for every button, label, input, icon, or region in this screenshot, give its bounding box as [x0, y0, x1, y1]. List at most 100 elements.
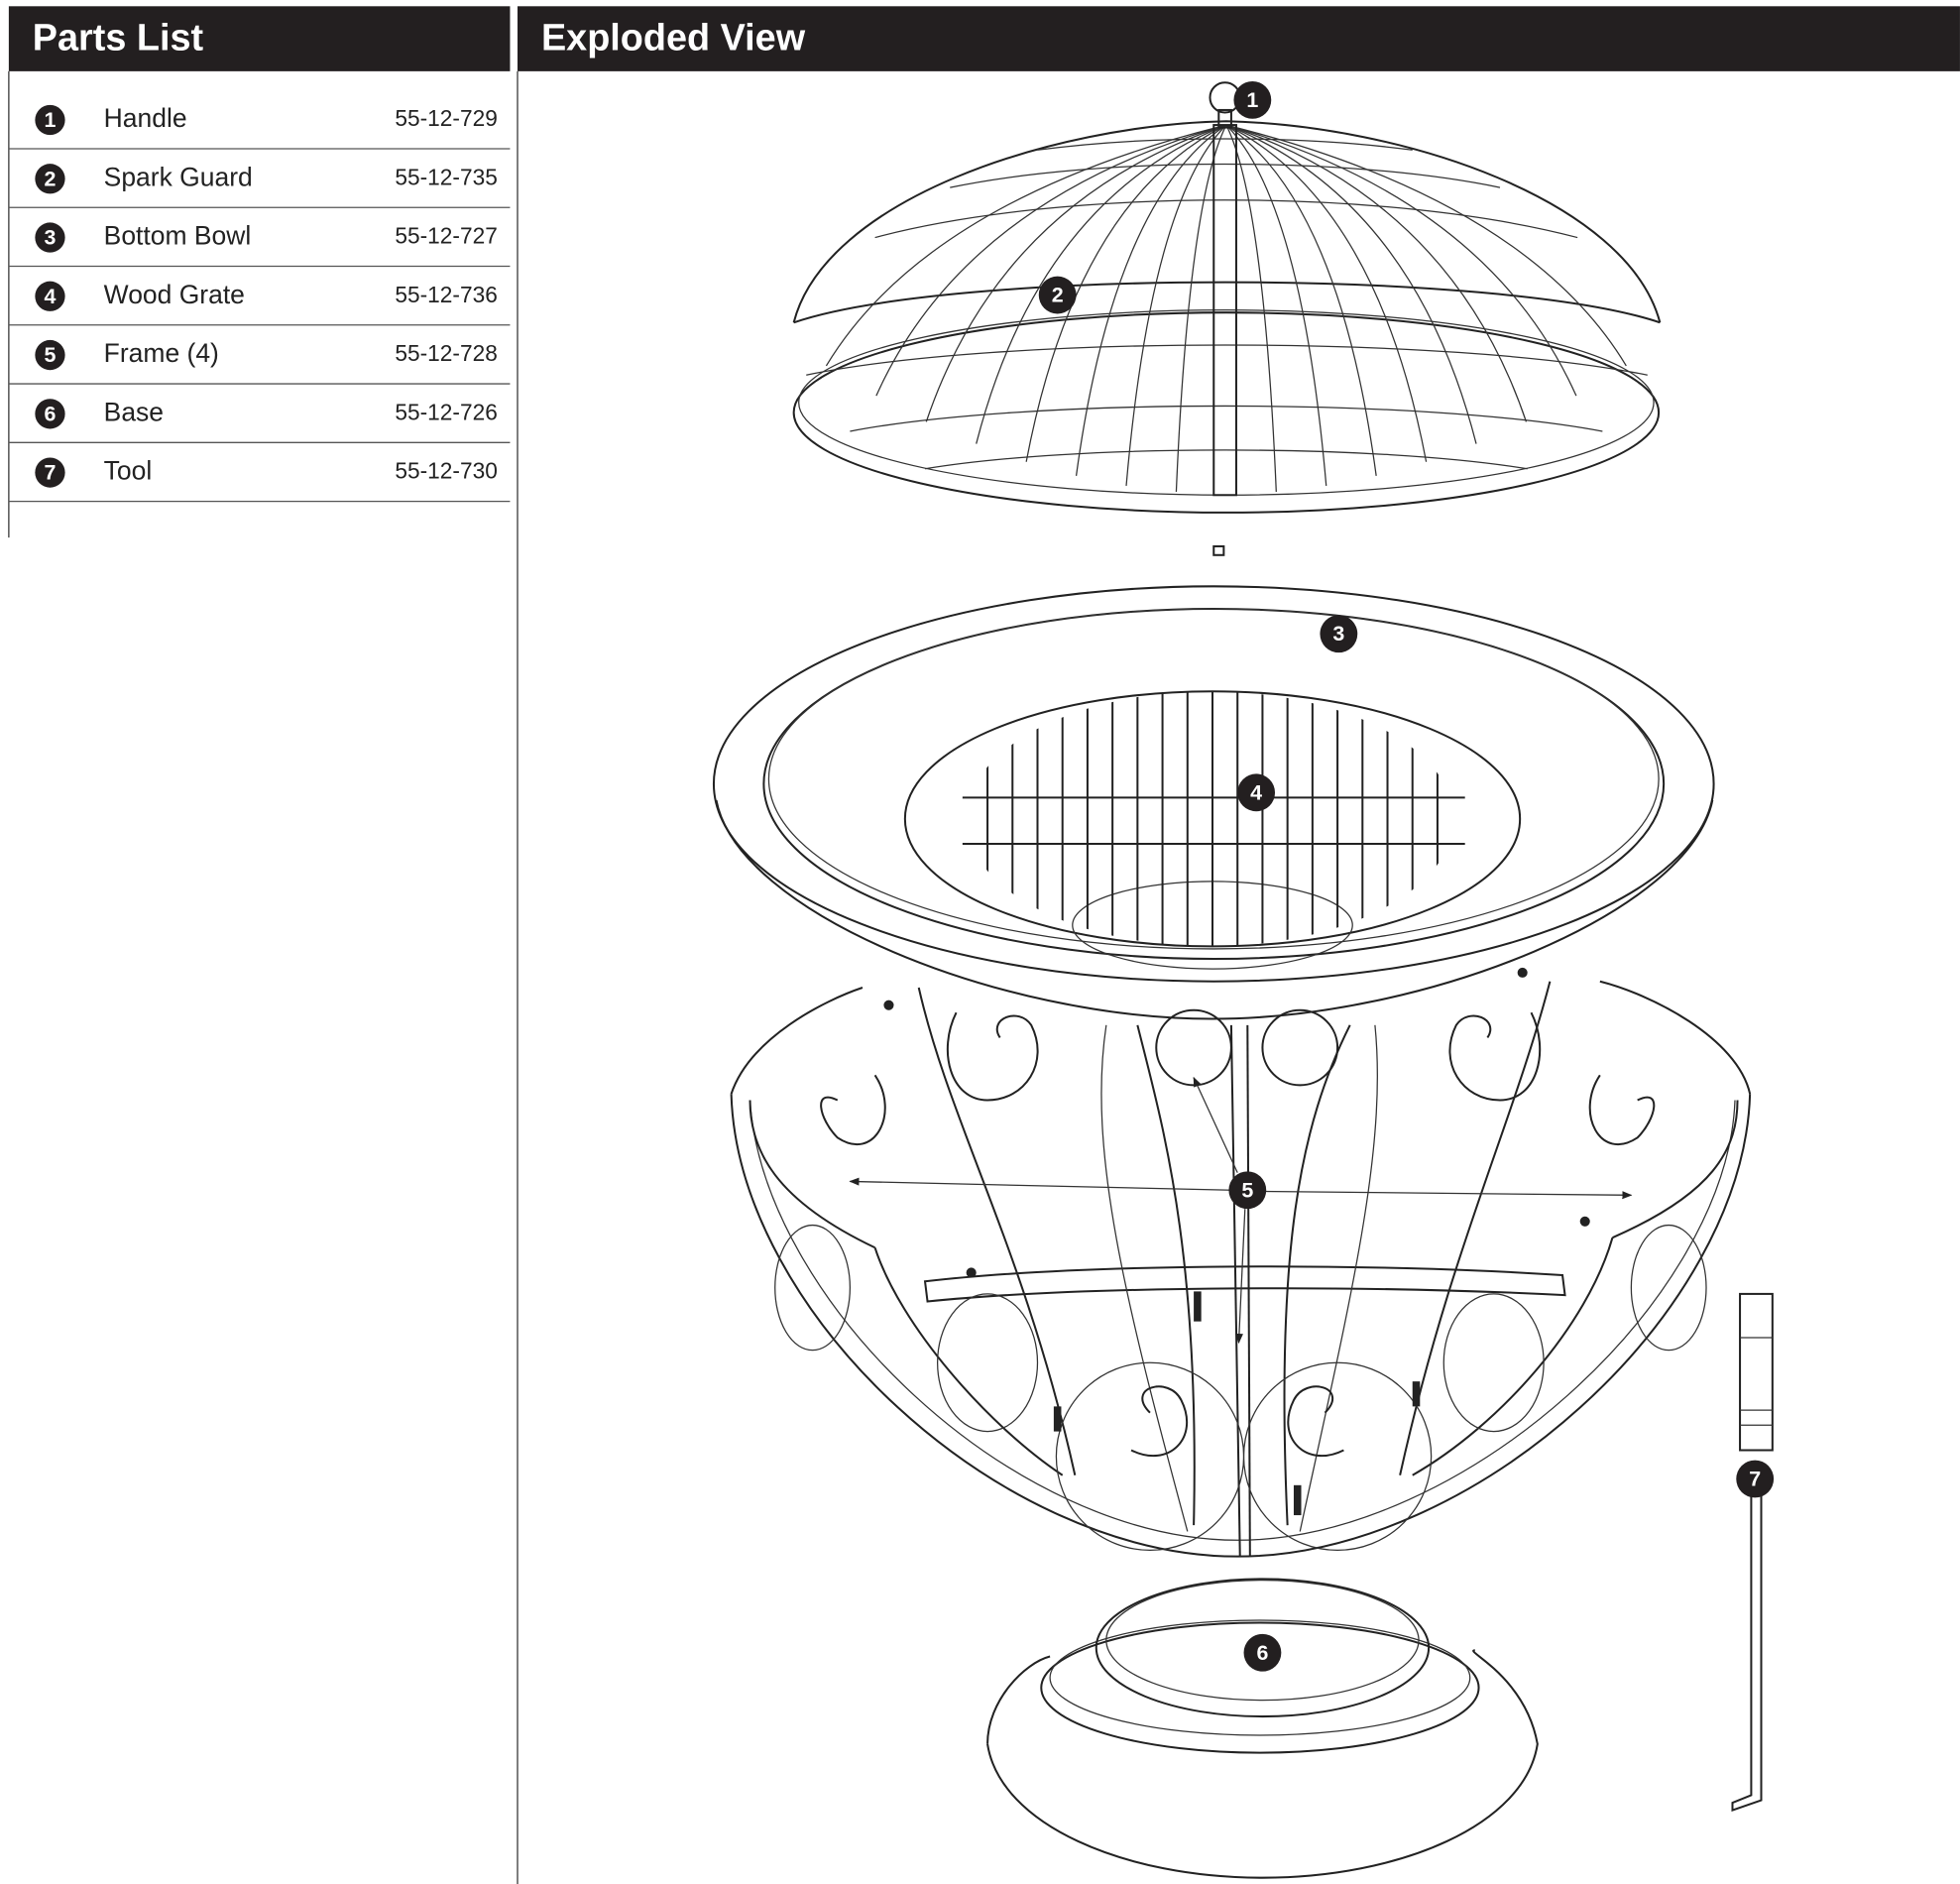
frame-drawing: [1580, 1217, 1590, 1227]
mesh-line: [1226, 125, 1427, 462]
frame-drawing: [1294, 1485, 1302, 1515]
part-code: 55-12-727: [395, 223, 497, 249]
part-name: Bottom Bowl: [104, 221, 252, 251]
spark-guard-drawing: [875, 200, 1578, 238]
frame-drawing: [732, 968, 1751, 1557]
spark-guard-drawing: [794, 121, 1661, 322]
page: Parts List and Exploded View {"parts_lis…: [0, 0, 1960, 1884]
tool-drawing: [1732, 1294, 1772, 1811]
leader-arrows: [850, 1078, 1631, 1343]
parts-list: 1 Handle 55-12-729 2 Spark Guard 55-12-735 3 Bo…: [9, 103, 511, 502]
part-number-badge: 5: [45, 343, 57, 367]
frame-drawing: [919, 988, 1076, 1475]
bowl-drawing: [768, 609, 1659, 949]
frame-drawing: [732, 1094, 1751, 1556]
part-name: Base: [104, 397, 164, 426]
spark-guard-drawing: [1213, 546, 1223, 555]
spark-guard-drawing: [925, 450, 1528, 469]
mesh-line: [1226, 125, 1576, 396]
mesh-line: [1126, 125, 1226, 486]
bowl-drawing: [763, 609, 1664, 959]
frame-drawing: [821, 1075, 885, 1144]
section-title: Parts List: [33, 17, 204, 59]
part-code: 55-12-726: [395, 399, 497, 424]
frame-drawing: [1612, 1100, 1737, 1237]
callout-number: 5: [1241, 1178, 1253, 1202]
callout-number: 2: [1052, 284, 1064, 307]
part-code: 55-12-730: [395, 458, 497, 484]
bowl-drawing: [714, 586, 1714, 1018]
callout-number: 7: [1749, 1468, 1761, 1491]
part-name: Spark Guard: [104, 162, 253, 191]
bowl-drawing: [714, 586, 1714, 981]
exploded-drawing: [714, 82, 1773, 1877]
frame-drawing: [1600, 982, 1750, 1094]
callout-number: 3: [1332, 622, 1344, 646]
frame-drawing: [1054, 1406, 1062, 1431]
bowl-drawing: [987, 687, 1438, 950]
spark-guard-drawing: [850, 406, 1602, 431]
spark-guard-drawing: [794, 82, 1661, 555]
frame-drawing: [1449, 1012, 1540, 1100]
mesh-line: [1226, 125, 1326, 486]
frame-drawing: [1518, 968, 1528, 978]
body: Parts List Exploded View 1 Handle 55-12-72…: [0, 0, 1960, 1884]
section-title: Exploded View: [541, 17, 806, 59]
part-number-badge: 2: [45, 167, 57, 190]
tool-drawing: [1740, 1294, 1773, 1451]
frame-drawing: [1231, 1025, 1240, 1557]
part-number-badge: 7: [45, 461, 57, 485]
callout-number: 1: [1246, 88, 1258, 112]
frame-drawing: [1131, 1386, 1187, 1456]
leader-arrows: [1238, 1209, 1244, 1343]
spark-guard-drawing: [826, 125, 1626, 492]
leader-arrows: [1262, 1192, 1631, 1196]
frame-drawing: [967, 1267, 977, 1277]
frame-drawing: [1194, 1291, 1202, 1321]
part-number-badge: 3: [45, 226, 57, 250]
mesh-line: [1226, 125, 1376, 476]
frame-drawing: [883, 1001, 893, 1010]
part-number-badge: 1: [45, 108, 57, 132]
part-name: Handle: [104, 103, 187, 133]
mesh-line: [1226, 125, 1527, 421]
part-number-badge: 6: [45, 402, 57, 425]
part-code: 55-12-735: [395, 164, 497, 189]
frame-drawing: [1300, 1025, 1377, 1532]
spark-guard-drawing: [794, 312, 1659, 513]
part-name: Frame (4): [104, 338, 219, 368]
frame-drawing: [732, 988, 863, 1094]
frame-drawing: [948, 1012, 1038, 1100]
part-name: Tool: [104, 456, 153, 486]
frame-drawing: [1262, 1010, 1337, 1086]
part-code: 55-12-729: [395, 105, 497, 131]
frame-drawing: [1590, 1075, 1655, 1144]
part-number-badge: 4: [45, 285, 57, 308]
base-drawing: [987, 1579, 1538, 1877]
frame-drawing: [1400, 982, 1550, 1475]
tool-drawing: [1732, 1494, 1761, 1811]
leader-arrows: [1194, 1078, 1237, 1173]
spark-guard-drawing: [950, 164, 1500, 187]
frame-drawing: [775, 1226, 851, 1351]
base-drawing: [987, 1650, 1538, 1877]
frame-drawing: [1247, 1025, 1250, 1557]
part-name: Wood Grate: [104, 280, 245, 309]
mesh-line: [1077, 125, 1226, 476]
frame-drawing: [1413, 1381, 1421, 1406]
spark-guard-drawing: [806, 345, 1648, 375]
mesh-line: [1176, 125, 1225, 492]
base-drawing: [987, 1657, 1050, 1744]
page-canvas: Parts List Exploded View 1 Handle 55-12-72…: [0, 0, 1960, 1884]
spark-guard-drawing: [1037, 139, 1412, 150]
part-code: 55-12-728: [395, 340, 497, 366]
part-code: 55-12-736: [395, 282, 497, 307]
mesh-line: [876, 125, 1226, 396]
frame-drawing: [1443, 1294, 1544, 1432]
mesh-line: [1226, 125, 1276, 492]
spark-guard-drawing: [799, 310, 1654, 496]
frame-drawing: [1288, 1386, 1343, 1456]
callout-number: 4: [1250, 780, 1262, 804]
frame-drawing: [1156, 1010, 1231, 1086]
